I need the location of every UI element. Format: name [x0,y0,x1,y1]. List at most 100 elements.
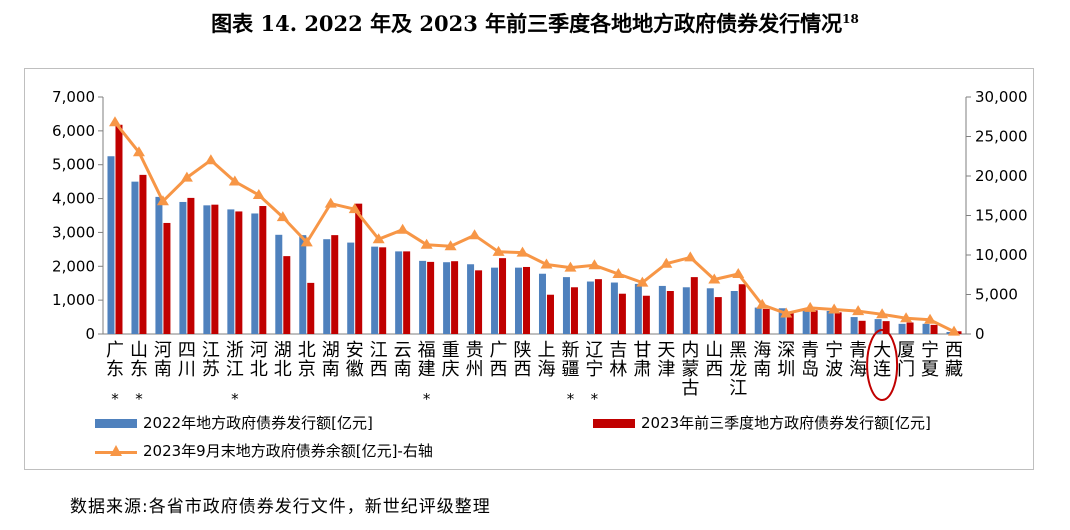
x-tick-label: 江苏 [202,340,220,380]
balance-point [252,188,265,199]
x-tick-char: 苏 [202,359,220,380]
bar-2023 [930,324,938,334]
x-tick-label: 广西 [490,340,508,380]
x-tick-char: 南 [394,359,412,380]
bar-2022 [562,277,570,334]
x-tick-char: 南 [154,359,172,380]
left-tick-label: 6,000 [52,122,95,140]
legend-label-2022: 2022年地方政府债券发行额[亿元] [143,414,373,432]
x-tick-label: 宁波 [825,340,843,380]
x-tick-label: 山东 * [130,340,148,408]
left-tick-label: 1,000 [52,291,95,309]
balance-point [540,258,553,269]
bar-2022 [778,308,786,334]
chart-title-text: 图表 14. 2022 年及 2023 年前三季度各地地方政府债券发行情况 [211,11,843,36]
balance-point [348,203,361,214]
x-tick-char: 大 [873,340,891,361]
bar-2023 [858,320,866,334]
left-tick-label: 2,000 [52,257,95,275]
bar-2023 [115,124,123,335]
x-tick-asterisk: * [423,390,431,408]
x-tick-asterisk: * [567,390,575,408]
bar-2022 [922,323,930,334]
x-tick-char: 南 [322,359,340,380]
x-tick-char: 肃 [633,359,651,380]
x-tick-char: 四 [178,340,196,361]
x-tick-char: 建 [418,359,436,380]
balance-point [588,259,601,270]
x-tick-char: 庆 [442,359,460,380]
right-tick-label: 25,000 [975,128,1028,146]
x-tick-char: 河 [154,340,172,361]
x-tick-char: 湖 [322,340,340,361]
x-tick-char: 青 [801,340,819,361]
bar-2022 [347,242,355,334]
bar-2023 [690,277,698,334]
balance-point [516,246,529,257]
bar-2022 [826,310,834,334]
x-tick-char: 疆 [561,359,579,380]
balance-point [444,240,457,251]
x-tick-char: 福 [418,340,436,361]
x-tick-label: 厦门 [897,340,915,380]
left-tick-label: 7,000 [52,88,95,106]
balance-point [372,233,385,244]
x-tick-char: 圳 [777,359,795,380]
bar-2022 [754,307,762,334]
x-tick-label: 湖北 [274,340,292,380]
x-tick-label: 甘肃 [633,340,651,380]
x-tick-char: 贵 [466,340,484,361]
bar-2023 [523,266,531,334]
x-tick-char: 蒙 [681,359,699,380]
x-tick-char: 吉 [609,340,627,361]
bar-2023 [427,261,435,334]
bar-2022 [874,319,882,334]
x-tick-char: 山 [705,340,723,361]
balance-point [732,267,745,278]
balance-point [564,261,577,272]
bar-2022 [203,205,211,334]
balance-point [108,116,121,127]
legend-swatch-2022 [95,419,137,428]
balance-point [228,175,241,186]
bar-2023 [570,287,578,334]
x-tick-char: 海 [849,359,867,380]
bar-2023 [594,279,602,334]
x-tick-label: 湖南 [322,340,340,380]
bar-2023 [163,222,171,334]
bar-2022 [299,235,307,334]
balance-point [492,245,505,256]
bar-2023 [786,313,794,334]
balance-point [636,276,649,287]
x-tick-label: 青海 [849,340,867,380]
x-tick-label: 宁夏 [921,340,939,380]
x-tick-label: 广东 * [106,340,124,408]
x-tick-char: 宁 [921,340,939,361]
bar-2023 [379,247,387,334]
x-tick-label: 辽宁 * [585,340,603,408]
x-tick-label: 山西 [705,340,723,380]
x-tick-char: 湖 [274,340,292,361]
bar-2023 [906,322,914,334]
balance-point [660,257,673,268]
bar-2023 [546,294,554,334]
x-tick-char: 西 [945,340,963,361]
x-tick-asterisk: * [135,390,143,408]
x-tick-char: 林 [609,359,627,380]
balance-point [132,146,145,157]
x-tick-char: 西 [490,359,508,380]
right-tick-label: 15,000 [975,207,1028,225]
bar-2022 [179,201,187,334]
x-tick-char: 宁 [585,359,603,380]
bar-2022 [730,291,738,334]
x-tick-char: 西 [705,359,723,380]
x-tick-char: 西 [514,359,532,380]
x-tick-char: 广 [490,340,508,361]
title-footnote: 18 [842,12,859,26]
x-tick-char: 波 [825,359,843,380]
x-tick-char: 安 [346,340,364,361]
x-tick-asterisk: * [111,390,119,408]
balance-point [468,229,481,240]
bar-2023 [618,293,626,334]
